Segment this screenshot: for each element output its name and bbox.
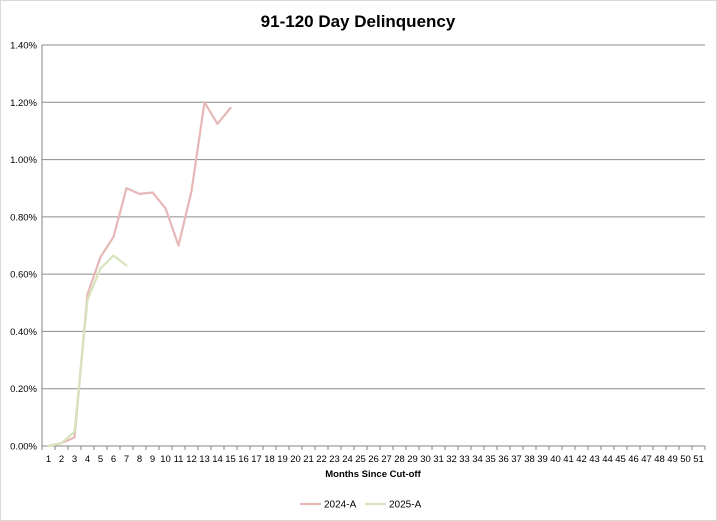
x-tick-label: 32 [446, 454, 457, 465]
x-tick-label: 37 [511, 454, 522, 465]
x-tick-label: 43 [589, 454, 600, 465]
x-tick-label: 49 [667, 454, 678, 465]
x-tick-label: 18 [264, 454, 275, 465]
x-tick-label: 44 [602, 454, 613, 465]
x-tick-label: 1 [46, 454, 51, 465]
x-tick-label: 50 [680, 454, 691, 465]
x-tick-label: 20 [290, 454, 301, 465]
x-tick-label: 35 [485, 454, 496, 465]
x-tick-label: 19 [277, 454, 288, 465]
x-tick-label: 9 [150, 454, 155, 465]
x-tick-label: 46 [628, 454, 639, 465]
y-tick-label: 0.60% [10, 270, 37, 281]
series-line-2025-a [47, 254, 128, 448]
y-tick-label: 0.40% [10, 327, 37, 338]
x-tick-label: 28 [394, 454, 405, 465]
x-tick-label: 10 [160, 454, 171, 465]
y-axis-ticks: 0.00% 0.20% 0.40% 0.60% 0.80% 1.00% 1.20% 1.40% [10, 41, 37, 453]
x-tick-label: 2 [59, 454, 64, 465]
x-axis-label: Months Since Cut-off [325, 469, 421, 480]
x-tick-label: 40 [550, 454, 561, 465]
x-tick-label: 25 [355, 454, 366, 465]
series-layer [47, 101, 232, 448]
y-tick-label: 1.00% [10, 155, 37, 166]
legend: 2024-A 2025-A [300, 500, 422, 511]
x-tick-label: 41 [563, 454, 574, 465]
x-tick-label: 30 [420, 454, 431, 465]
chart-title: 91-120 Day Delinquency [261, 12, 456, 31]
x-tick-label: 15 [225, 454, 236, 465]
x-tick-label: 34 [472, 454, 483, 465]
legend-label-2024-a: 2024-A [324, 500, 357, 511]
x-tick-label: 48 [654, 454, 665, 465]
x-tick-label: 23 [329, 454, 340, 465]
x-axis-ticks: 1 2 3 4 5 6 7 8 9 10 11 12 13 14 15 16 17 18 19 20 21 22 23 24 2… [41, 446, 706, 465]
x-tick-label: 26 [368, 454, 379, 465]
y-tick-label: 1.20% [10, 98, 37, 109]
x-tick-label: 24 [342, 454, 353, 465]
x-tick-label: 6 [111, 454, 116, 465]
x-tick-label: 27 [381, 454, 392, 465]
x-tick-label: 13 [199, 454, 210, 465]
x-tick-label: 11 [174, 454, 184, 465]
y-tick-label: 0.00% [10, 442, 37, 453]
y-tick-label: 0.80% [10, 212, 37, 223]
y-tick-label: 0.20% [10, 384, 37, 395]
y-tick-label: 1.40% [10, 41, 37, 52]
x-tick-label: 33 [459, 454, 470, 465]
x-tick-label: 29 [407, 454, 418, 465]
x-tick-label: 42 [576, 454, 587, 465]
x-tick-label: 16 [238, 454, 249, 465]
x-tick-label: 51 [693, 454, 704, 465]
x-tick-label: 5 [98, 454, 103, 465]
x-tick-label: 4 [85, 454, 90, 465]
legend-label-2025-a: 2025-A [389, 500, 422, 511]
x-tick-label: 21 [303, 454, 314, 465]
x-tick-label: 7 [124, 454, 129, 465]
x-tick-label: 38 [524, 454, 535, 465]
x-tick-label: 36 [498, 454, 509, 465]
x-tick-label: 39 [537, 454, 548, 465]
x-tick-label: 8 [137, 454, 142, 465]
x-tick-label: 31 [433, 454, 444, 465]
x-tick-label: 47 [641, 454, 652, 465]
grid-layer [41, 44, 705, 447]
x-tick-label: 14 [212, 454, 223, 465]
x-tick-label: 17 [251, 454, 262, 465]
x-tick-label: 3 [72, 454, 77, 465]
x-tick-label: 45 [615, 454, 626, 465]
x-tick-label: 12 [186, 454, 197, 465]
x-tick-label: 22 [316, 454, 327, 465]
